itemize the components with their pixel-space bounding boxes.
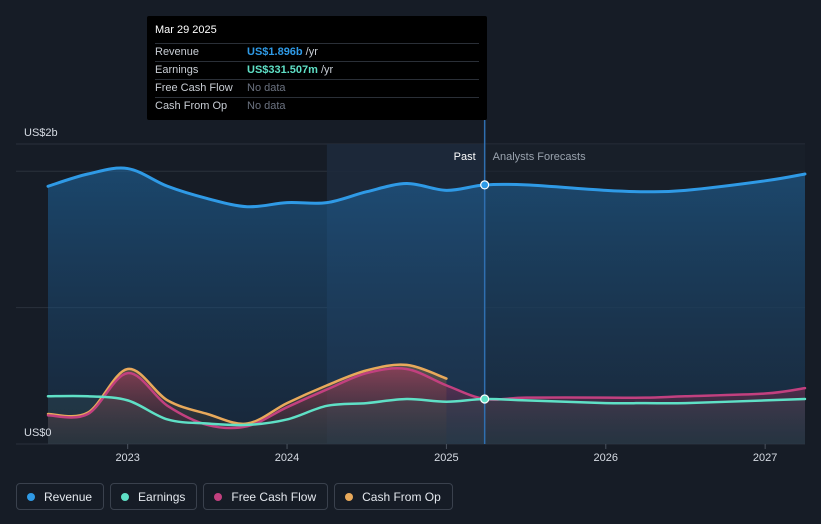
earnings-dot-icon bbox=[121, 492, 130, 501]
x-tick-label: 2025 bbox=[434, 452, 458, 464]
legend-label: Cash From Op bbox=[362, 489, 441, 504]
tooltip-date: Mar 29 2025 bbox=[155, 24, 217, 36]
x-tick-label: 2027 bbox=[753, 452, 777, 464]
earnings-marker bbox=[480, 394, 490, 404]
cash-from-op-dot-icon bbox=[345, 492, 354, 501]
earnings-area bbox=[48, 395, 805, 444]
tooltip-row-earnings: Earnings US$331.507m /yr bbox=[155, 61, 479, 79]
legend-label: Revenue bbox=[44, 489, 93, 504]
legend: Revenue Earnings Free Cash Flow Cash Fro… bbox=[16, 483, 453, 510]
revenue-dot-icon bbox=[27, 492, 35, 501]
past-label: Past bbox=[454, 151, 476, 163]
tooltip-value: US$331.507m bbox=[247, 64, 318, 76]
tooltip-row-free-cash-flow: Free Cash Flow No data bbox=[155, 79, 479, 97]
tooltip-value: US$1.896b bbox=[247, 46, 303, 58]
legend-item-free-cash-flow[interactable]: Free Cash Flow bbox=[203, 483, 329, 510]
legend-item-earnings[interactable]: Earnings bbox=[110, 483, 198, 510]
tooltip-unit: /yr bbox=[320, 64, 334, 76]
tooltip-label: Revenue bbox=[155, 46, 200, 58]
tooltip-value: No data bbox=[247, 100, 286, 112]
tooltip-row-cash-from-op: Cash From Op No data bbox=[155, 97, 479, 115]
y-tick-label: US$2b bbox=[24, 127, 58, 139]
free-cash-flow-area bbox=[48, 368, 805, 444]
markers bbox=[480, 180, 490, 404]
tooltip: Mar 29 2025 Revenue US$1.896b /yr Earnin… bbox=[147, 16, 487, 120]
tooltip-label: Earnings bbox=[155, 64, 199, 76]
revenue-area bbox=[48, 168, 805, 444]
forecast-label: Analysts Forecasts bbox=[493, 151, 586, 163]
legend-item-cash-from-op[interactable]: Cash From Op bbox=[334, 483, 453, 510]
legend-label: Earnings bbox=[138, 489, 186, 504]
legend-item-revenue[interactable]: Revenue bbox=[16, 483, 105, 510]
x-tick-label: 2023 bbox=[115, 452, 139, 464]
tooltip-unit: /yr bbox=[305, 46, 318, 58]
series-layer bbox=[46, 166, 807, 444]
x-axis-ticks: 2023 2024 2025 2026 2027 bbox=[115, 444, 777, 464]
tooltip-label: Free Cash Flow bbox=[155, 82, 233, 94]
free-cash-flow-line bbox=[46, 367, 807, 430]
tooltip-label: Cash From Op bbox=[155, 100, 228, 112]
earnings-line bbox=[46, 394, 807, 427]
free-cash-flow-dot-icon bbox=[214, 492, 223, 501]
cash-from-op-line bbox=[46, 363, 448, 426]
revenue-marker bbox=[480, 180, 490, 190]
tooltip-row-revenue: Revenue US$1.896b /yr bbox=[155, 43, 479, 61]
revenue-line bbox=[46, 166, 807, 209]
x-tick-label: 2024 bbox=[275, 452, 299, 464]
tooltip-value: No data bbox=[247, 82, 286, 94]
x-tick-label: 2026 bbox=[594, 452, 618, 464]
y-axis-ticks: US$0 US$2b bbox=[24, 127, 58, 439]
legend-label: Free Cash Flow bbox=[231, 489, 317, 504]
y-tick-label: US$0 bbox=[24, 427, 52, 439]
